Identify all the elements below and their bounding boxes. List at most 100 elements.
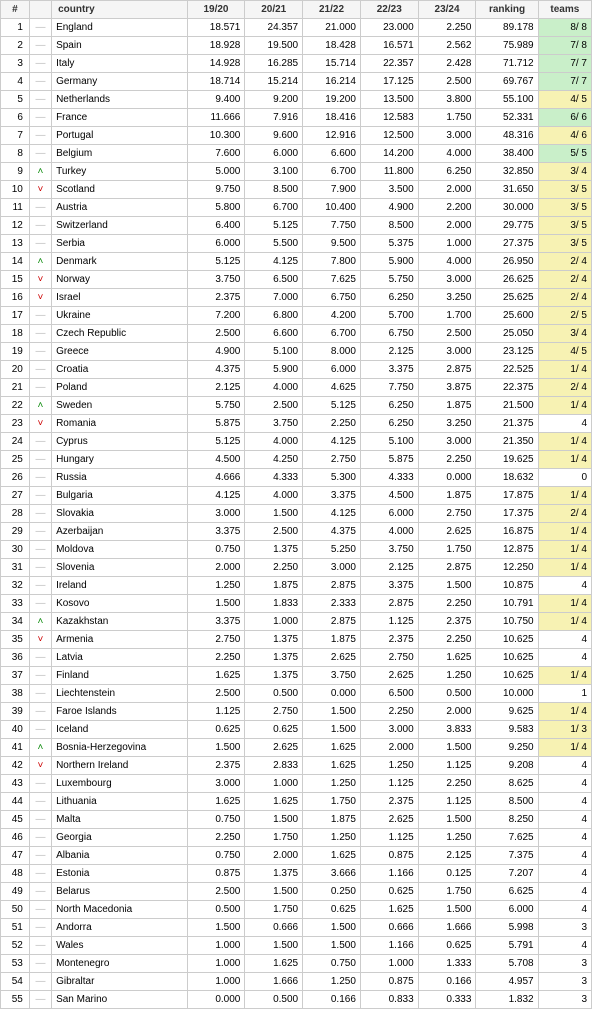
cell-country[interactable]: Israel [52,289,188,307]
table-row: 5—Netherlands9.4009.20019.20013.5003.800… [1,91,592,109]
cell-country[interactable]: France [52,109,188,127]
cell-rank: 16 [1,289,30,307]
cell-country[interactable]: Netherlands [52,91,188,109]
cell-country[interactable]: Latvia [52,649,188,667]
cell-country[interactable]: Wales [52,937,188,955]
cell-s4: 2.375 [360,631,418,649]
cell-country[interactable]: Lithuania [52,793,188,811]
cell-country[interactable]: Austria [52,199,188,217]
cell-s3: 2.875 [303,577,361,595]
cell-country[interactable]: Czech Republic [52,325,188,343]
cell-country[interactable]: Scotland [52,181,188,199]
cell-country[interactable]: Sweden [52,397,188,415]
cell-country[interactable]: England [52,19,188,37]
cell-country[interactable]: Georgia [52,829,188,847]
cell-country[interactable]: Denmark [52,253,188,271]
cell-country[interactable]: Luxembourg [52,775,188,793]
col-2021[interactable]: 20/21 [245,1,303,19]
cell-country[interactable]: Russia [52,469,188,487]
cell-rank: 12 [1,217,30,235]
cell-s1: 2.500 [187,325,245,343]
cell-country[interactable]: Moldova [52,541,188,559]
cell-country[interactable]: Serbia [52,235,188,253]
trend-same-icon: — [35,94,45,105]
cell-trend: — [29,127,51,145]
cell-country[interactable]: Kosovo [52,595,188,613]
cell-trend: — [29,217,51,235]
cell-country[interactable]: Ukraine [52,307,188,325]
cell-country[interactable]: Finland [52,667,188,685]
col-1920[interactable]: 19/20 [187,1,245,19]
cell-country[interactable]: Iceland [52,721,188,739]
cell-country[interactable]: Norway [52,271,188,289]
cell-country[interactable]: Cyprus [52,433,188,451]
cell-rank: 26 [1,469,30,487]
cell-country[interactable]: Bulgaria [52,487,188,505]
cell-trend: — [29,595,51,613]
cell-country[interactable]: Turkey [52,163,188,181]
cell-teams: 4 [538,577,591,595]
table-row: 9˄Turkey5.0003.1006.70011.8006.25032.850… [1,163,592,181]
cell-country[interactable]: Poland [52,379,188,397]
cell-country[interactable]: Armenia [52,631,188,649]
cell-country[interactable]: Malta [52,811,188,829]
cell-country[interactable]: Slovakia [52,505,188,523]
cell-country[interactable]: Germany [52,73,188,91]
cell-country[interactable]: Bosnia-Herzegovina [52,739,188,757]
table-row: 15˅Norway3.7506.5007.6255.7503.00026.625… [1,271,592,289]
cell-country[interactable]: Kazakhstan [52,613,188,631]
cell-country[interactable]: Andorra [52,919,188,937]
cell-country[interactable]: North Macedonia [52,901,188,919]
cell-s5: 2.000 [418,703,476,721]
table-row: 6—France11.6667.91618.41612.5831.75052.3… [1,109,592,127]
cell-s5: 3.000 [418,433,476,451]
cell-country[interactable]: Northern Ireland [52,757,188,775]
cell-rank: 24 [1,433,30,451]
cell-country[interactable]: Belarus [52,883,188,901]
cell-trend: — [29,901,51,919]
cell-s1: 14.928 [187,55,245,73]
cell-s2: 4.333 [245,469,303,487]
cell-country[interactable]: Switzerland [52,217,188,235]
cell-country[interactable]: Belgium [52,145,188,163]
col-ranking[interactable]: ranking [476,1,538,19]
cell-country[interactable]: Romania [52,415,188,433]
cell-country[interactable]: Italy [52,55,188,73]
cell-ranking: 21.375 [476,415,538,433]
cell-s4: 8.500 [360,217,418,235]
cell-country[interactable]: Spain [52,37,188,55]
cell-country[interactable]: Azerbaijan [52,523,188,541]
cell-s3: 21.000 [303,19,361,37]
cell-s2: 16.285 [245,55,303,73]
cell-country[interactable]: Greece [52,343,188,361]
cell-ranking: 10.625 [476,649,538,667]
cell-country[interactable]: Portugal [52,127,188,145]
col-rank[interactable]: # [1,1,30,19]
cell-rank: 55 [1,991,30,1009]
cell-country[interactable]: San Marino [52,991,188,1009]
cell-s5: 0.125 [418,865,476,883]
table-row: 41˄Bosnia-Herzegovina1.5002.6251.6252.00… [1,739,592,757]
cell-country[interactable]: Gibraltar [52,973,188,991]
table-row: 44—Lithuania1.6251.6251.7502.3751.1258.5… [1,793,592,811]
col-country[interactable]: country [52,1,188,19]
cell-country[interactable]: Slovenia [52,559,188,577]
col-2223[interactable]: 22/23 [360,1,418,19]
cell-trend: — [29,829,51,847]
cell-country[interactable]: Ireland [52,577,188,595]
cell-country[interactable]: Hungary [52,451,188,469]
cell-country[interactable]: Liechtenstein [52,685,188,703]
cell-country[interactable]: Montenegro [52,955,188,973]
cell-country[interactable]: Faroe Islands [52,703,188,721]
col-teams[interactable]: teams [538,1,591,19]
col-2324[interactable]: 23/24 [418,1,476,19]
table-row: 4—Germany18.71415.21416.21417.1252.50069… [1,73,592,91]
cell-country[interactable]: Croatia [52,361,188,379]
cell-teams: 1/ 4 [538,451,591,469]
cell-ranking: 5.791 [476,937,538,955]
col-2122[interactable]: 21/22 [303,1,361,19]
cell-country[interactable]: Albania [52,847,188,865]
cell-s3: 10.400 [303,199,361,217]
cell-ranking: 38.400 [476,145,538,163]
cell-country[interactable]: Estonia [52,865,188,883]
